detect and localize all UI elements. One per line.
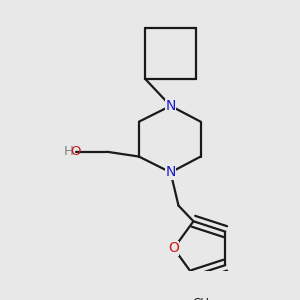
Text: O: O (168, 242, 179, 255)
Text: O: O (70, 145, 80, 158)
Text: H: H (64, 145, 74, 158)
Text: N: N (165, 99, 176, 113)
Text: N: N (165, 165, 176, 179)
Text: CH₃: CH₃ (192, 298, 214, 300)
